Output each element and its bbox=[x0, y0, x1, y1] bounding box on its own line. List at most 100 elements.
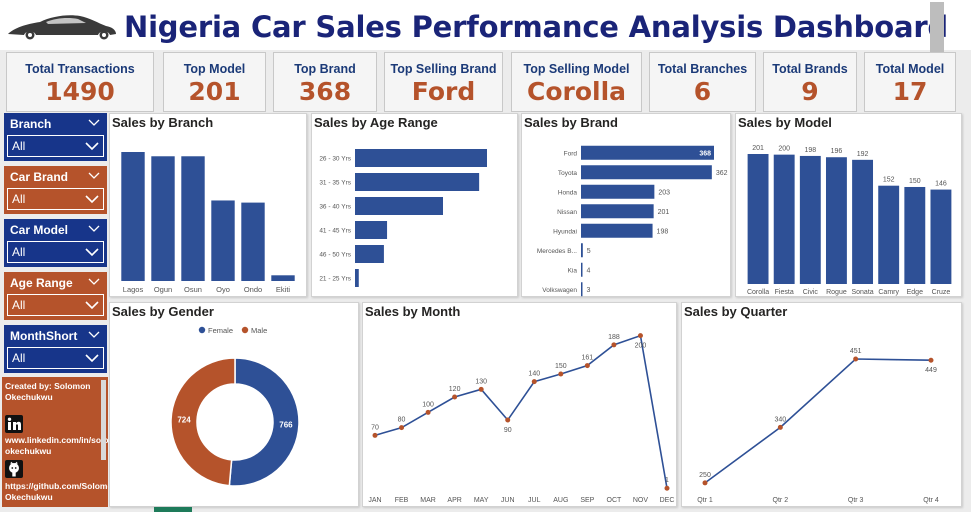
dropdown-arrow-icon bbox=[85, 142, 99, 151]
slicer-car-brand: Car Brand All bbox=[4, 166, 107, 214]
data-point bbox=[584, 363, 590, 369]
chevron-down-icon[interactable] bbox=[87, 170, 101, 180]
x-tick-label: Ekiti bbox=[276, 285, 291, 294]
data-label: 70 bbox=[371, 424, 379, 431]
chevron-down-icon[interactable] bbox=[87, 117, 101, 127]
data-label: 198 bbox=[804, 147, 816, 154]
slicer-age-range: Age Range All bbox=[4, 272, 107, 320]
branch-dropdown[interactable]: All bbox=[7, 135, 104, 157]
car-brand-dropdown[interactable]: All bbox=[7, 188, 104, 210]
dropdown-arrow-icon bbox=[85, 195, 99, 204]
dropdown-value: All bbox=[12, 245, 26, 259]
kpi-value: 1490 bbox=[45, 77, 115, 106]
kpi-label: Total Model bbox=[875, 62, 945, 76]
creator-name: Created by: Solomon Okechukwu bbox=[5, 381, 91, 402]
credit-scrollbar[interactable] bbox=[101, 380, 106, 460]
linkedin-icon[interactable] bbox=[5, 415, 23, 433]
slicer-branch: Branch All bbox=[4, 113, 107, 161]
chart-title: Sales by Quarter bbox=[684, 304, 788, 319]
data-label: 1 bbox=[665, 477, 669, 484]
data-label: 192 bbox=[857, 151, 869, 158]
github-icon[interactable] bbox=[5, 460, 23, 478]
x-tick-label: Corolla bbox=[747, 289, 769, 296]
data-label: 161 bbox=[582, 355, 594, 362]
data-point bbox=[664, 485, 670, 491]
data-label: 152 bbox=[883, 177, 895, 184]
kpi-value: 368 bbox=[298, 77, 352, 106]
kpi-total-brands: Total Brands 9 bbox=[763, 52, 857, 112]
kpi-top-selling-brand: Top Selling Brand Ford bbox=[384, 52, 503, 112]
chart-title: Sales by Model bbox=[738, 115, 832, 130]
chevron-down-icon[interactable] bbox=[87, 329, 101, 339]
month-dropdown[interactable]: All bbox=[7, 347, 104, 369]
dropdown-arrow-icon bbox=[85, 354, 99, 363]
bar bbox=[904, 186, 926, 284]
x-tick-label: Ogun bbox=[154, 285, 172, 294]
page-tab-indicator bbox=[154, 507, 192, 512]
y-tick-label: Volkswagen bbox=[542, 287, 577, 294]
x-tick-label: Qtr 4 bbox=[923, 497, 939, 504]
x-tick-label: MAY bbox=[474, 497, 489, 504]
y-tick-label: Mercedes B... bbox=[537, 248, 577, 255]
age-range-dropdown[interactable]: All bbox=[7, 294, 104, 316]
data-label: 120 bbox=[449, 386, 461, 393]
data-label: 130 bbox=[475, 378, 487, 385]
slicer-car-model: Car Model All bbox=[4, 219, 107, 267]
kpi-value: 9 bbox=[801, 77, 819, 106]
slicer-label: Age Range bbox=[10, 276, 73, 290]
x-tick-label: Edge bbox=[907, 289, 923, 296]
slicer-label: Branch bbox=[10, 117, 52, 131]
slicer-label: MonthShort bbox=[10, 329, 78, 343]
sales-by-gender-chart: 766 724 Female Male bbox=[170, 326, 300, 487]
data-label: 201 bbox=[658, 209, 670, 216]
bar bbox=[581, 204, 654, 219]
sales-by-brand-chart: Ford 368 Toyota 362 Honda 203 Nissan 201 Hyundai… bbox=[537, 145, 728, 297]
data-label: 5 bbox=[587, 248, 591, 255]
bar bbox=[271, 275, 295, 281]
dropdown-value: All bbox=[12, 139, 26, 153]
linkedin-link[interactable]: www.linkedin.com/in/solomon-okechukwu bbox=[5, 435, 108, 456]
data-label: 196 bbox=[831, 148, 843, 155]
chart-title: Sales by Gender bbox=[112, 304, 214, 319]
chevron-down-icon[interactable] bbox=[87, 276, 101, 286]
x-tick-label: Cruze bbox=[932, 289, 951, 296]
series-line bbox=[374, 334, 668, 489]
bar bbox=[878, 185, 900, 284]
y-tick-label: Toyota bbox=[558, 170, 578, 177]
x-tick-label: FEB bbox=[395, 497, 409, 504]
chart-title: Sales by Age Range bbox=[314, 115, 438, 130]
x-tick-label: Rogue bbox=[826, 289, 847, 296]
bar bbox=[581, 165, 712, 180]
sales-by-model-chart: 201 Corolla 200 Fiesta 198 Civic 196 Rogue 192 So… bbox=[747, 145, 952, 296]
data-point bbox=[505, 417, 511, 423]
data-label: 362 bbox=[716, 170, 728, 177]
y-tick-label: 36 - 40 Yrs bbox=[319, 204, 351, 211]
car-model-dropdown[interactable]: All bbox=[7, 241, 104, 263]
github-link[interactable]: https://github.com/Solomon-Okechukwu bbox=[5, 481, 108, 502]
data-label: 449 bbox=[925, 367, 937, 374]
kpi-label: Top Model bbox=[183, 62, 246, 76]
data-point bbox=[399, 425, 405, 431]
chart-title: Sales by Month bbox=[365, 304, 461, 319]
title-bar: Nigeria Car Sales Performance Analysis D… bbox=[0, 0, 971, 50]
dashboard-title: Nigeria Car Sales Performance Analysis D… bbox=[124, 10, 948, 44]
kpi-total-branches: Total Branches 6 bbox=[649, 52, 756, 112]
legend-marker bbox=[198, 326, 206, 334]
sales-by-age-chart: 26 - 30 Yrs 31 - 35 Yrs 36 - 40 Yrs 41 - 45… bbox=[319, 149, 487, 287]
bar bbox=[930, 189, 952, 284]
bar bbox=[121, 152, 145, 281]
data-label: 90 bbox=[504, 427, 512, 434]
kpi-label: Top Selling Model bbox=[523, 62, 630, 76]
slicer-label: Car Brand bbox=[10, 170, 69, 184]
y-tick-label: Kia bbox=[568, 267, 578, 274]
data-point bbox=[425, 409, 431, 415]
x-tick-label: Camry bbox=[878, 289, 899, 296]
bar bbox=[241, 202, 265, 281]
bar bbox=[581, 223, 653, 238]
chevron-down-icon[interactable] bbox=[87, 223, 101, 233]
bar bbox=[799, 155, 821, 284]
data-label: 200 bbox=[778, 146, 790, 153]
bar bbox=[581, 243, 583, 258]
data-label: 340 bbox=[774, 416, 786, 423]
